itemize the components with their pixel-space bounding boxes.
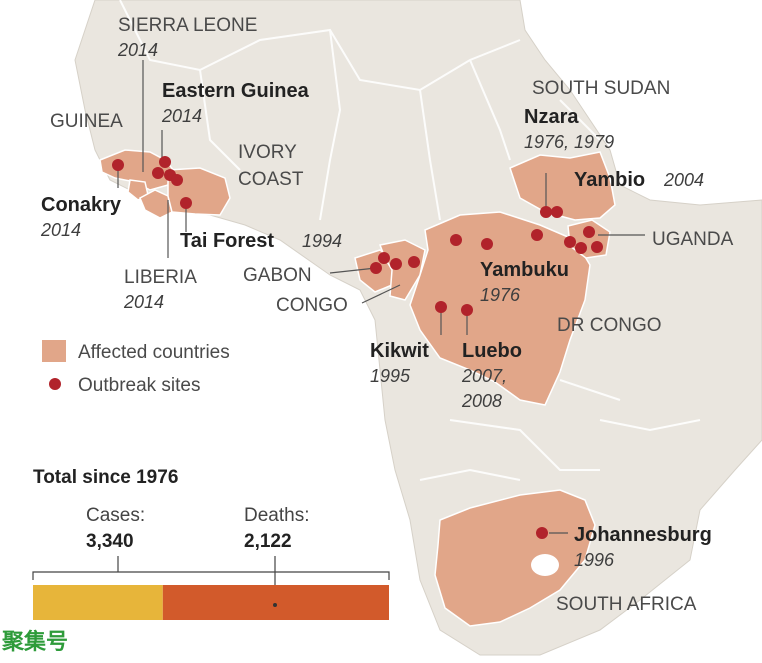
- label-gabon: GABON: [243, 265, 312, 286]
- label-luebo-year-2: 2008: [461, 391, 502, 411]
- label-ivory-coast-1: IVORY: [238, 142, 297, 163]
- outbreak-site-kikwit: [435, 301, 447, 313]
- totals-title: Total since 1976: [33, 467, 178, 488]
- label-luebo-year-1: 2007,: [461, 366, 507, 386]
- lesotho: [531, 554, 559, 576]
- cases-value: 3,340: [86, 531, 134, 552]
- label-ivory-coast-2: COAST: [238, 169, 304, 190]
- outbreak-site: [591, 241, 603, 253]
- label-yambio: Yambio: [574, 169, 645, 191]
- label-nzara-year: 1976, 1979: [524, 132, 614, 152]
- outbreak-site: [531, 229, 543, 241]
- label-yambio-year: 2004: [663, 170, 704, 190]
- legend: Affected countries Outbreak sites: [42, 340, 230, 396]
- label-nzara: Nzara: [524, 106, 579, 128]
- label-tai-forest: Tai Forest: [180, 230, 274, 252]
- label-yambuku-year: 1976: [480, 285, 521, 305]
- label-johannesburg-year: 1996: [574, 550, 615, 570]
- deaths-value: 2,122: [244, 531, 292, 552]
- country-south-sudan: [509, 151, 616, 221]
- outbreak-site-luebo: [461, 304, 473, 316]
- deaths-bar-marker: [273, 603, 277, 607]
- label-conakry-year: 2014: [40, 220, 81, 240]
- outbreak-site: [390, 258, 402, 270]
- label-south-sudan: SOUTH SUDAN: [532, 78, 670, 99]
- totals-panel: Total since 1976 Cases: 3,340 Deaths: 2,…: [32, 467, 390, 620]
- legend-affected-swatch: [42, 340, 66, 362]
- outbreak-site: [152, 167, 164, 179]
- outbreak-site: [171, 174, 183, 186]
- outbreak-site-yambuku: [481, 238, 493, 250]
- label-eastern-guinea-year: 2014: [161, 106, 202, 126]
- country-drc: [409, 211, 591, 406]
- deaths-label: Deaths:: [244, 505, 309, 526]
- label-kikwit: Kikwit: [370, 340, 429, 362]
- legend-outbreak-label: Outbreak sites: [78, 375, 201, 396]
- country-south-africa: [434, 489, 596, 627]
- label-sierra-leone: SIERRA LEONE: [118, 15, 257, 36]
- label-yambuku: Yambuku: [480, 259, 569, 281]
- cases-bar: [33, 585, 163, 620]
- label-uganda: UGANDA: [652, 229, 734, 250]
- label-liberia-year: 2014: [123, 292, 164, 312]
- bar-bracket: [32, 571, 390, 580]
- outbreak-site: [564, 236, 576, 248]
- label-sierra-leone-year: 2014: [117, 40, 158, 60]
- label-luebo: Luebo: [462, 340, 522, 362]
- label-conakry: Conakry: [41, 194, 122, 216]
- outbreak-site: [583, 226, 595, 238]
- outbreak-site: [378, 252, 390, 264]
- outbreak-site: [159, 156, 171, 168]
- label-tai-forest-year: 1994: [302, 231, 342, 251]
- label-congo: CONGO: [276, 295, 348, 316]
- legend-affected-label: Affected countries: [78, 342, 230, 363]
- label-liberia: LIBERIA: [124, 267, 197, 288]
- outbreak-site-nzara: [540, 206, 552, 218]
- label-eastern-guinea: Eastern Guinea: [162, 80, 310, 102]
- legend-outbreak-marker: [49, 378, 61, 390]
- outbreak-site-yambio: [551, 206, 563, 218]
- watermark: 聚集号: [1, 629, 68, 654]
- label-dr-congo: DR CONGO: [557, 315, 662, 336]
- label-guinea: GUINEA: [50, 111, 123, 132]
- outbreak-site: [450, 234, 462, 246]
- outbreak-site: [575, 242, 587, 254]
- outbreak-site-conakry: [112, 159, 124, 171]
- outbreak-site-tai-forest: [180, 197, 192, 209]
- label-johannesburg: Johannesburg: [574, 524, 712, 546]
- country-borders: [119, 0, 701, 481]
- label-south-africa: SOUTH AFRICA: [556, 594, 697, 615]
- outbreak-site: [370, 262, 382, 274]
- outbreak-sites: [112, 156, 603, 539]
- deaths-bar: [162, 585, 389, 620]
- outbreak-site: [408, 256, 420, 268]
- cases-label: Cases:: [86, 505, 145, 526]
- label-kikwit-year: 1995: [370, 366, 411, 386]
- outbreak-site-johannesburg: [536, 527, 548, 539]
